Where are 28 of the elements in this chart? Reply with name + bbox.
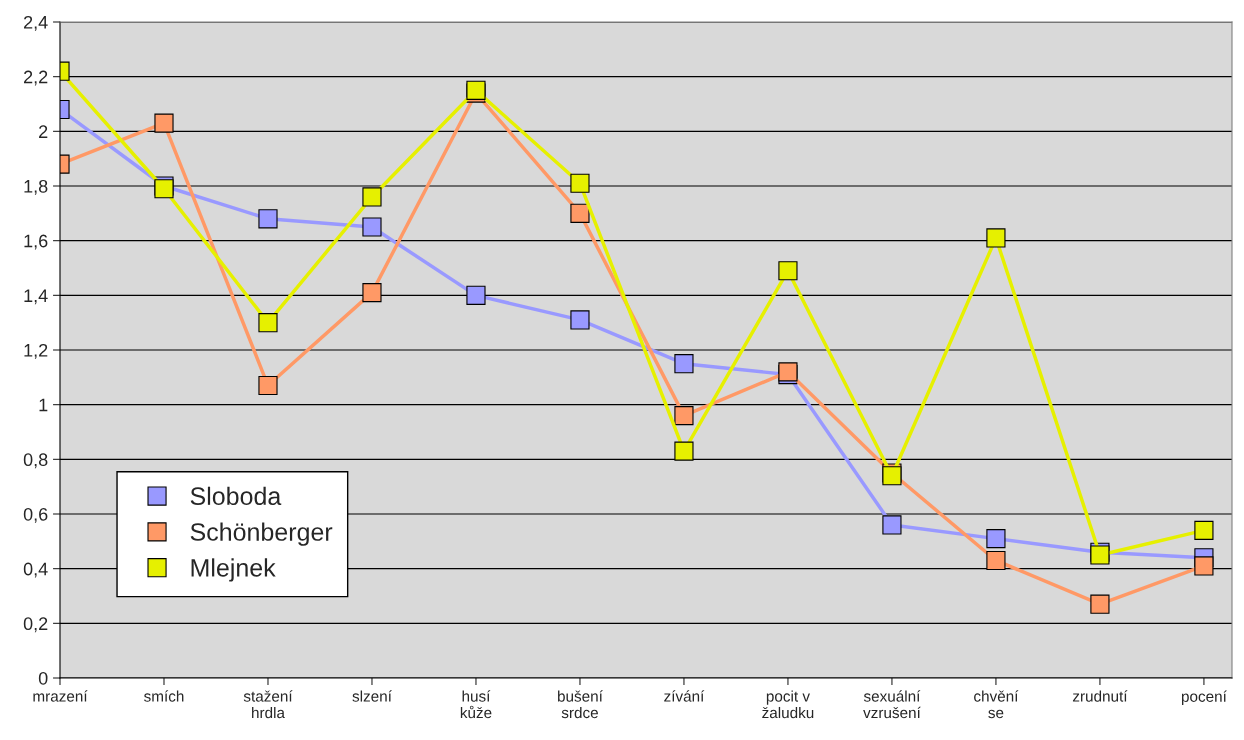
y-tick-label: 0,2 bbox=[23, 617, 48, 633]
y-tick-label: 1,6 bbox=[24, 234, 48, 250]
x-tick-label: stažení hrdla bbox=[243, 690, 293, 719]
y-tick-label: 2,2 bbox=[24, 70, 48, 86]
x-tick-label: sexuální vzrušení bbox=[863, 690, 921, 719]
y-tick-label: 2 bbox=[39, 125, 48, 138]
y-tick-label: 0,6 bbox=[23, 507, 48, 523]
x-tick-label: zívání bbox=[664, 690, 705, 702]
y-tick-label: 1,4 bbox=[24, 289, 48, 305]
y-tick-label: 1,2 bbox=[24, 343, 48, 359]
y-tick-label: 0,4 bbox=[23, 562, 48, 578]
y-tick-label: 1 bbox=[39, 398, 48, 412]
y-tick-label: 0 bbox=[38, 671, 48, 685]
x-tick-label: smích bbox=[144, 690, 184, 702]
x-tick-label: pocení bbox=[1181, 690, 1227, 705]
x-tick-label: husí kůže bbox=[460, 690, 492, 719]
legend-label: Sloboda bbox=[190, 486, 282, 506]
y-tick-label: 2,4 bbox=[24, 15, 48, 31]
x-tick-label: slzení bbox=[352, 690, 392, 702]
x-tick-label: mrazení bbox=[33, 690, 88, 702]
x-tick-label: zrudnutí bbox=[1072, 690, 1128, 702]
y-tick-label: 0,8 bbox=[23, 453, 48, 469]
x-tick-label: chvění se bbox=[974, 690, 1019, 719]
legend-label: Schönberger bbox=[190, 522, 333, 546]
x-tick-label: bušení srdce bbox=[558, 690, 603, 719]
legend-label: Mlejnek bbox=[191, 558, 276, 582]
y-tick-label: 1,8 bbox=[24, 179, 48, 195]
x-tick-label: pocit v žaludku bbox=[762, 690, 814, 719]
